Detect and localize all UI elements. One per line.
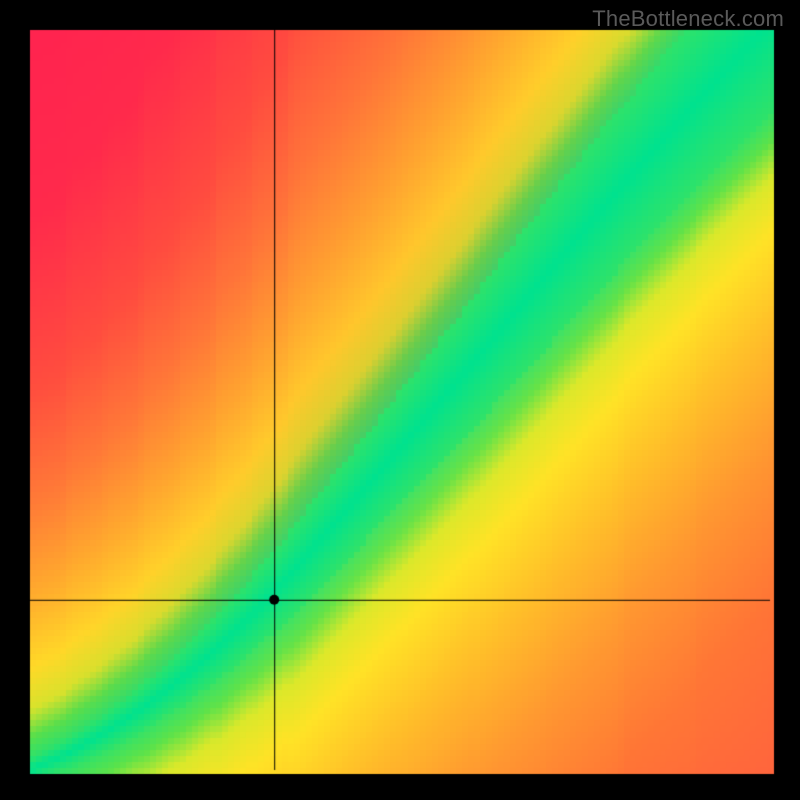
bottleneck-heatmap <box>0 0 800 800</box>
watermark-text: TheBottleneck.com <box>592 6 784 32</box>
